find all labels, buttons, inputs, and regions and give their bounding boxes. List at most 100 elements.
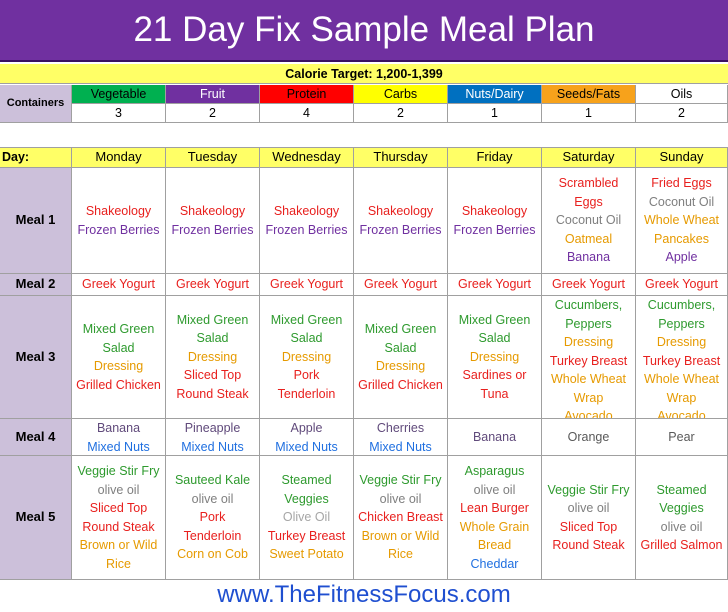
food-item: Frozen Berries xyxy=(359,222,442,237)
meal-label: Meal 1 xyxy=(0,168,72,274)
food-item: olive oil xyxy=(379,491,422,506)
food-item: Turkey Breast xyxy=(642,353,721,368)
food-item: Round Steak xyxy=(176,386,249,401)
food-item: Round Steak xyxy=(82,519,155,534)
food-item: Dressing xyxy=(93,359,144,373)
food-item: Wrap xyxy=(666,390,697,405)
food-item: Pineapple xyxy=(184,421,241,435)
meal-cell: Shakeology Frozen Berries xyxy=(354,168,448,274)
food-item: Frozen Berries xyxy=(265,222,348,237)
food-item: Greek Yogurt xyxy=(176,277,249,292)
day-name: Thursday xyxy=(354,147,448,168)
food-item: Grilled Chicken xyxy=(76,377,161,392)
meal-cell: Shakeology Frozen Berries xyxy=(448,168,542,274)
container-name: Oils xyxy=(636,85,728,104)
food-item: Cherries xyxy=(376,421,425,435)
food-item: Salad xyxy=(196,331,229,346)
food-item: Tuna xyxy=(480,386,509,401)
meal-cell: Steamed Veggies olive oil Grilled Salmon xyxy=(636,456,728,580)
food-item: Pork xyxy=(293,368,320,383)
food-item: Mixed Nuts xyxy=(275,439,338,454)
food-item: Avocado xyxy=(564,409,613,419)
food-item: Dressing xyxy=(656,335,707,349)
food-item: Veggie Stir Fry xyxy=(359,473,442,488)
food-item: Greek Yogurt xyxy=(552,277,625,292)
calorie-target: Calorie Target: 1,200-1,399 xyxy=(0,64,728,84)
food-item: Pancakes xyxy=(654,231,709,246)
food-item: Mixed Green xyxy=(458,312,531,327)
food-item: Lean Burger xyxy=(460,501,529,515)
food-item: Asparagus xyxy=(464,464,525,478)
meal-cell: Greek Yogurt xyxy=(542,274,636,296)
food-item: Coconut Oil xyxy=(555,213,622,228)
meal-cell: Pear xyxy=(636,419,728,456)
food-item: Mixed Nuts xyxy=(87,439,150,454)
meal-cell: Greek Yogurt xyxy=(636,274,728,296)
food-item: Veggie Stir Fry xyxy=(547,482,630,497)
food-item: Whole Wheat xyxy=(550,372,627,386)
container-name: Fruit xyxy=(166,85,260,104)
food-item: Round Steak xyxy=(552,538,625,552)
meal-cell: Mixed Green Salad Dressing Sliced Top Round … xyxy=(166,296,260,419)
meal-cell: Apple Mixed Nuts xyxy=(260,419,354,456)
footer-url: www.TheFitnessFocus.com xyxy=(217,581,511,608)
meal-cell: Sauteed Kale olive oil Pork Tenderloin Corn … xyxy=(166,456,260,580)
food-item: Cucumbers, xyxy=(647,298,716,312)
food-item: Mixed Green xyxy=(364,322,437,336)
food-item: Steamed xyxy=(656,482,707,497)
food-item: Veggies xyxy=(284,491,329,506)
food-item: Grilled Salmon xyxy=(640,538,723,552)
food-item: Brown or Wild xyxy=(79,538,158,552)
food-item: Dressing xyxy=(375,359,426,373)
container-name: Seeds/Fats xyxy=(542,85,636,104)
meal-cell: Cherries Mixed Nuts xyxy=(354,419,448,456)
food-item: Veggies xyxy=(659,501,704,515)
meal-cell: Steamed Veggies Olive Oil Turkey Breast Swee… xyxy=(260,456,354,580)
food-item: Sardines or xyxy=(462,368,527,383)
meal-cell: Shakeology Frozen Berries xyxy=(166,168,260,274)
food-item: Rice xyxy=(105,556,131,571)
food-item: Frozen Berries xyxy=(171,222,254,237)
meal-cell: Orange xyxy=(542,419,636,456)
meal-label: Meal 2 xyxy=(0,274,72,296)
container-count: 2 xyxy=(354,104,448,123)
meal-cell: Asparagus olive oil Lean Burger Whole Grain… xyxy=(448,456,542,580)
food-item: Turkey Breast xyxy=(267,528,346,543)
food-item: Banana xyxy=(96,421,141,435)
title: 21 Day Fix Sample Meal Plan xyxy=(0,0,728,62)
meal-cell: Fried Eggs Coconut Oil Whole Wheat Pancakes… xyxy=(636,168,728,274)
food-item: Sweet Potato xyxy=(269,547,344,562)
food-item: Mixed Green xyxy=(176,312,249,327)
meal-label: Meal 5 xyxy=(0,456,72,580)
food-item: Shakeology xyxy=(367,204,434,218)
food-item: olive oil xyxy=(97,482,140,497)
meal-cell: Cucumbers, Peppers Dressing Turkey Breast Wh… xyxy=(542,296,636,419)
food-item: Banana xyxy=(472,429,517,444)
food-item: olive oil xyxy=(660,519,703,534)
meal-cell: Banana Mixed Nuts xyxy=(72,419,166,456)
food-item: Greek Yogurt xyxy=(82,277,155,292)
food-item: Olive Oil xyxy=(282,510,331,525)
food-item: Orange xyxy=(567,429,610,444)
food-item: Mixed Nuts xyxy=(181,439,244,454)
meal-cell: Mixed Green Salad Dressing Pork Tenderloin xyxy=(260,296,354,419)
food-item: Brown or Wild xyxy=(361,528,440,543)
food-item: Sliced Top xyxy=(89,501,148,515)
food-item: Shakeology xyxy=(461,204,528,218)
food-item: Apple xyxy=(290,421,323,435)
container-name: Vegetable xyxy=(72,85,166,104)
day-name: Tuesday xyxy=(166,147,260,168)
food-item: Cheddar xyxy=(470,556,519,571)
food-item: Coconut Oil xyxy=(648,194,715,209)
container-count: 2 xyxy=(636,104,728,123)
food-item: Tenderloin xyxy=(277,386,336,401)
food-item: Scrambled xyxy=(558,176,619,191)
day-name: Saturday xyxy=(542,147,636,168)
day-name: Wednesday xyxy=(260,147,354,168)
meal-cell: Mixed Green Salad Dressing Grilled Chicken xyxy=(354,296,448,419)
day-name: Friday xyxy=(448,147,542,168)
food-item: Sliced Top xyxy=(559,519,618,534)
containers-label: Containers xyxy=(0,85,72,123)
meal-cell: Greek Yogurt xyxy=(448,274,542,296)
